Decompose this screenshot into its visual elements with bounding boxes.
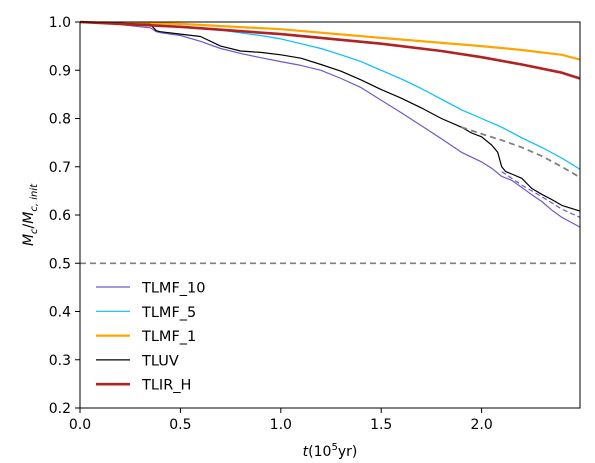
x-axis-label: t(105yr) [303, 442, 358, 460]
y-tick-label: 0.2 [49, 401, 71, 417]
legend: TLMF_10 TLMF_5 TLMF_1 TLUV TLIR_H [96, 281, 206, 394]
x-tick-label: 1.0 [270, 417, 292, 433]
y-tick-label: 0.9 [49, 63, 71, 79]
y-tick-label: 0.5 [49, 256, 71, 272]
legend-label-tlmf-10: TLMF_10 [141, 281, 206, 297]
y-axis-label: Mc/Mc, init [21, 183, 40, 246]
legend-label-tlmf-1: TLMF_1 [141, 329, 196, 345]
series-line-tlmf-10 [79, 21, 581, 228]
series-line-reference-6 [501, 171, 581, 218]
x-tick-label: 0.5 [169, 417, 191, 433]
legend-label-tluv: TLUV [141, 353, 179, 369]
y-tick-label: 1.0 [49, 15, 71, 31]
series-line-reference-5 [461, 126, 581, 179]
y-tick-label: 0.4 [49, 305, 71, 321]
y-tick-label: 0.7 [49, 160, 71, 176]
y-tick-label: 0.3 [49, 353, 71, 369]
y-tick-label: 0.6 [49, 208, 71, 224]
plot-background [80, 22, 580, 408]
x-tick-label: 2.0 [470, 417, 492, 433]
series-line-tluv [79, 21, 581, 212]
y-tick-label: 0.8 [49, 112, 71, 128]
series-line-tlir-h [79, 20, 581, 80]
legend-label-tlir-h: TLIR_H [141, 378, 191, 394]
x-tick-label: 1.5 [370, 417, 392, 433]
x-ticks: 0.0 0.5 1.0 1.5 2.0 [69, 408, 493, 433]
x-tick-label: 0.0 [69, 417, 91, 433]
y-ticks: 0.2 0.3 0.4 0.5 0.6 0.7 0.8 0.9 1.0 [49, 15, 80, 417]
series-line-tlmf-1 [79, 20, 581, 61]
series-layer [79, 20, 581, 265]
legend-label-tlmf-5: TLMF_5 [141, 305, 196, 321]
